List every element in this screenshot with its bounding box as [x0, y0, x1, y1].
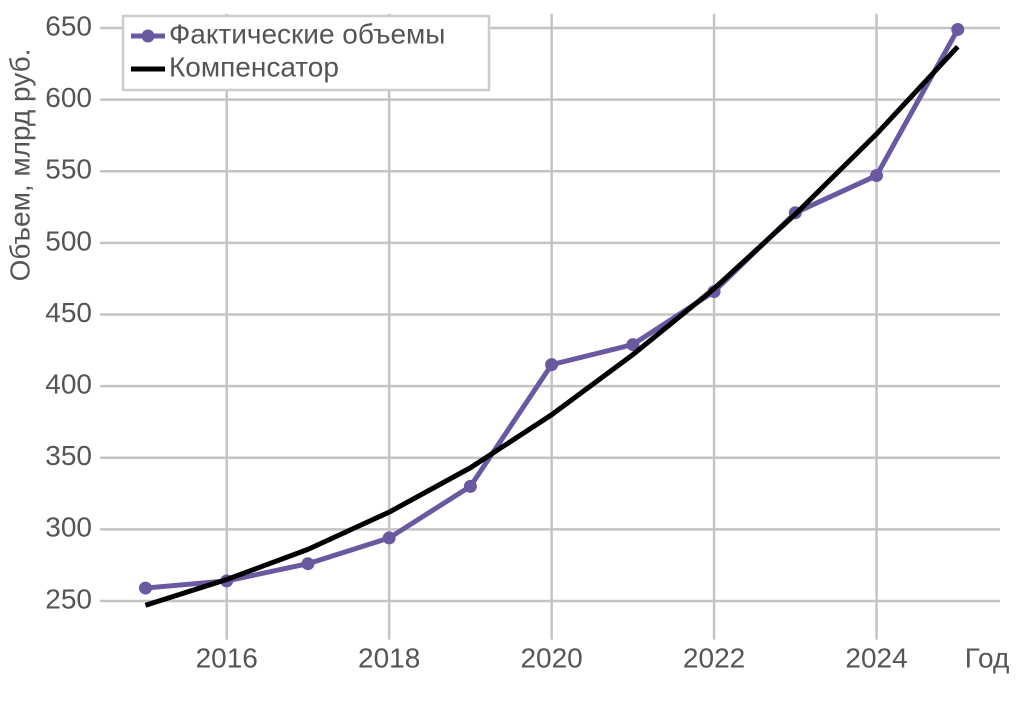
series-marker: [545, 358, 559, 372]
series-marker: [382, 531, 396, 545]
legend-label: Фактические объемы: [169, 18, 445, 49]
y-tick-label: 500: [45, 225, 92, 256]
series-marker: [626, 338, 640, 352]
series-line: [144, 44, 960, 608]
x-axis-label: Год: [965, 642, 1010, 673]
x-tick-label: 2024: [845, 642, 907, 673]
y-tick-label: 600: [45, 82, 92, 113]
y-tick-label: 300: [45, 512, 92, 543]
x-tick-label: 2018: [358, 642, 420, 673]
y-tick-label: 400: [45, 368, 92, 399]
series-marker: [951, 22, 965, 36]
legend-box: [121, 14, 491, 92]
series-marker: [301, 557, 315, 571]
y-tick-label: 550: [45, 154, 92, 185]
series-marker: [463, 479, 477, 493]
x-tick-label: 2020: [520, 642, 582, 673]
y-tick-label: 350: [45, 440, 92, 471]
x-tick-label: 2022: [683, 642, 745, 673]
x-tick-label: 2016: [196, 642, 258, 673]
y-tick-label: 650: [45, 10, 92, 41]
y-tick-label: 250: [45, 583, 92, 614]
series-marker: [138, 581, 152, 595]
series-marker: [870, 169, 884, 183]
y-tick-label: 450: [45, 297, 92, 328]
y-axis-label: Объем, млрд руб.: [4, 49, 35, 282]
legend-label: Компенсатор: [169, 51, 339, 82]
legend-marker: [141, 29, 155, 43]
